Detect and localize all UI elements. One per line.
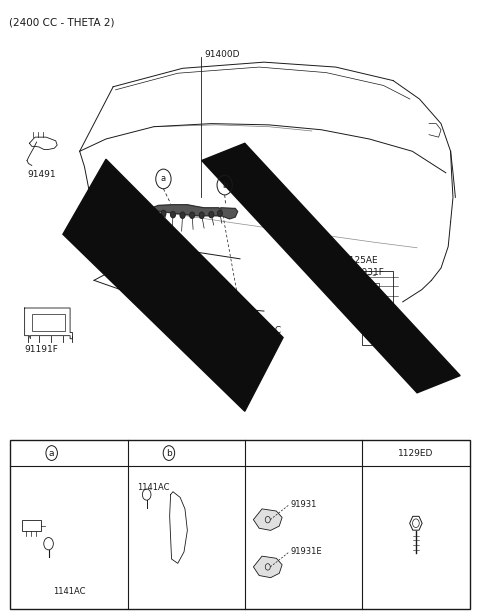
Circle shape [170,211,175,217]
Text: 91931E: 91931E [290,548,322,556]
Text: 1129ED: 1129ED [398,448,433,458]
Text: 91400D: 91400D [204,50,240,59]
Bar [32,314,65,331]
Polygon shape [253,556,282,578]
Circle shape [152,208,156,214]
Text: 91491: 91491 [27,169,56,179]
Text: 91191F: 91191F [24,346,59,354]
Text: b: b [222,180,228,190]
Circle shape [209,211,214,217]
Polygon shape [253,509,282,530]
Bar [10,440,470,609]
Text: a: a [49,448,54,458]
Text: 1125AE: 1125AE [344,256,379,264]
Circle shape [180,212,185,218]
Text: 1141AC: 1141AC [53,586,85,596]
Text: 1327AC: 1327AC [247,326,282,335]
Polygon shape [202,144,460,393]
Text: 1141AC: 1141AC [137,483,169,492]
Text: b: b [166,448,172,458]
Polygon shape [221,208,238,219]
Polygon shape [147,205,226,216]
Text: (2400 CC - THETA 2): (2400 CC - THETA 2) [9,18,115,28]
Polygon shape [63,160,283,411]
Text: 91931: 91931 [290,500,317,509]
Circle shape [217,210,222,216]
Circle shape [161,210,166,216]
Bar [363,292,374,303]
Text: 91931F: 91931F [350,268,384,277]
Circle shape [190,212,194,218]
Bar [22,521,41,532]
Circle shape [199,212,204,218]
Text: a: a [161,174,166,184]
